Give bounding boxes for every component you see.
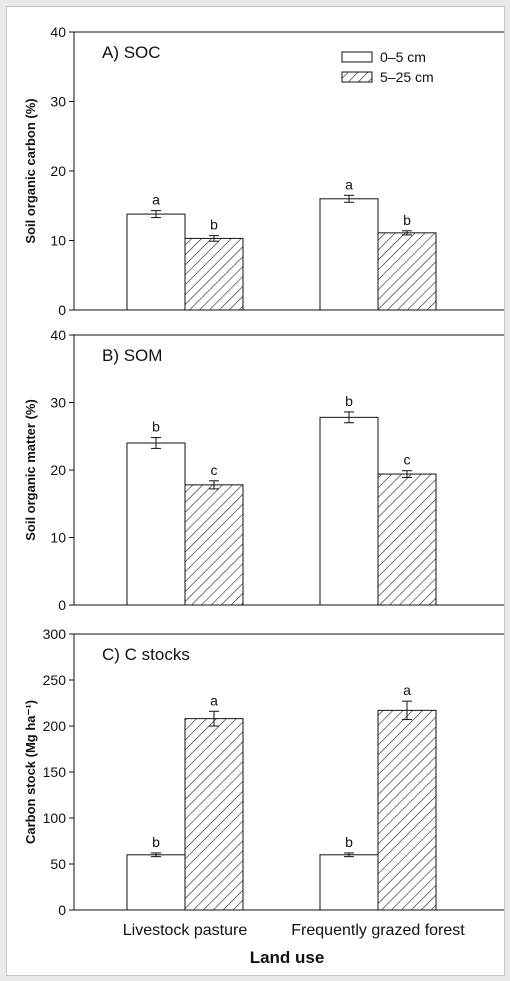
bar-0-5cm: [126, 213, 186, 311]
y-tick-label: 150: [43, 764, 67, 780]
bar-5-25cm: [184, 718, 244, 911]
significance-letter: a: [152, 192, 160, 208]
legend-label: 0–5 cm: [380, 49, 426, 65]
chart-panel-3: 0 50 100 150 200 250 300 Carbon stock (Mg ha⁻¹)…: [23, 626, 504, 939]
significance-letter: c: [211, 462, 218, 478]
figure-frame: 0 10 20 30 40 Soil organic carbon (%) A) SOC a a…: [6, 6, 505, 976]
legend-swatch: [341, 71, 373, 83]
panel-title: C) C stocks: [102, 645, 190, 664]
y-tick-label: 40: [50, 24, 66, 40]
bar-5-25cm: [377, 232, 437, 311]
y-axis-title: Carbon stock (Mg ha⁻¹): [23, 700, 38, 844]
category-label: Livestock pasture: [123, 922, 248, 939]
chart-panel-1: 0 10 20 30 40 Soil organic carbon (%) A) SOC a a…: [23, 24, 504, 318]
y-tick-label: 0: [58, 597, 66, 613]
bar-0-5cm: [319, 416, 379, 606]
y-tick-label: 30: [50, 395, 66, 411]
y-tick-label: 20: [50, 462, 66, 478]
y-tick-label: 40: [50, 327, 66, 343]
category-label: Frequently grazed forest: [291, 922, 465, 939]
chart-figure: 0 10 20 30 40 Soil organic carbon (%) A) SOC a a…: [23, 24, 504, 967]
significance-letter: b: [152, 419, 160, 435]
y-tick-label: 20: [50, 163, 66, 179]
bar-0-5cm: [319, 854, 379, 911]
significance-letter: b: [345, 393, 353, 409]
bar-5-25cm: [377, 473, 437, 606]
bar-5-25cm: [184, 237, 244, 311]
bar-5-25cm: [184, 484, 244, 606]
x-axis-title: Land use: [250, 948, 325, 967]
y-tick-label: 10: [50, 530, 66, 546]
y-tick-label: 300: [43, 626, 67, 642]
bar-0-5cm: [126, 442, 186, 606]
y-tick-label: 100: [43, 810, 67, 826]
chart-panel-2: 0 10 20 30 40 Soil organic matter (%) B) SOM b b…: [23, 327, 504, 613]
legend-swatch: [341, 51, 373, 63]
y-axis-title: Soil organic carbon (%): [23, 98, 38, 243]
panel-title: B) SOM: [102, 346, 162, 365]
significance-letter: a: [403, 682, 411, 698]
y-tick-label: 200: [43, 718, 67, 734]
significance-letter: b: [210, 217, 218, 233]
bar-0-5cm: [126, 854, 186, 911]
y-tick-label: 0: [58, 302, 66, 318]
legend-label: 5–25 cm: [380, 69, 434, 85]
significance-letter: a: [210, 692, 218, 708]
y-tick-label: 0: [58, 902, 66, 918]
y-tick-label: 30: [50, 94, 66, 110]
significance-letter: b: [152, 834, 160, 850]
significance-letter: b: [403, 212, 411, 228]
significance-letter: c: [404, 452, 411, 468]
bar-0-5cm: [319, 198, 379, 311]
y-tick-label: 50: [50, 856, 66, 872]
significance-letter: a: [345, 176, 353, 192]
y-tick-label: 10: [50, 233, 66, 249]
y-axis-title: Soil organic matter (%): [23, 399, 38, 541]
panel-title: A) SOC: [102, 43, 161, 62]
significance-letter: b: [345, 834, 353, 850]
y-tick-label: 250: [43, 672, 67, 688]
bar-5-25cm: [377, 709, 437, 911]
